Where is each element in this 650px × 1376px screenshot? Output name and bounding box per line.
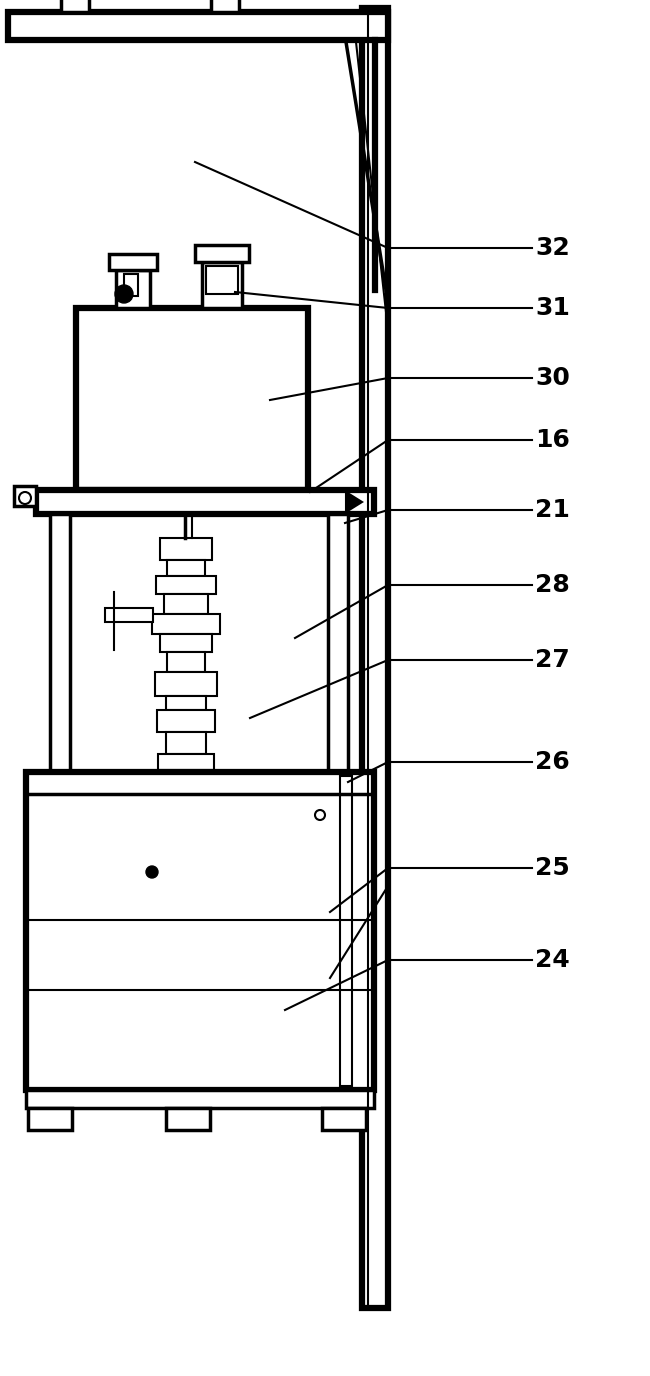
Text: 31: 31 xyxy=(535,296,570,321)
Bar xyxy=(340,776,352,1086)
Bar xyxy=(28,1108,72,1130)
Bar xyxy=(36,490,374,515)
Polygon shape xyxy=(346,493,362,512)
Text: 27: 27 xyxy=(535,648,570,671)
Text: 16: 16 xyxy=(535,428,570,451)
Bar xyxy=(166,1108,210,1130)
Bar xyxy=(76,308,308,490)
Bar xyxy=(167,560,205,577)
Bar xyxy=(322,1108,366,1130)
Bar xyxy=(362,8,388,1309)
Bar xyxy=(152,614,220,634)
Bar xyxy=(211,0,239,12)
Text: 25: 25 xyxy=(535,856,570,881)
Bar xyxy=(158,754,214,771)
Bar xyxy=(14,486,36,506)
Bar xyxy=(160,538,212,560)
Text: 24: 24 xyxy=(535,948,570,971)
Bar xyxy=(156,577,216,594)
Bar xyxy=(167,652,205,671)
Circle shape xyxy=(19,493,31,504)
Bar xyxy=(164,594,208,614)
Bar xyxy=(202,261,242,308)
Text: 32: 32 xyxy=(535,237,570,260)
Bar xyxy=(50,515,70,772)
Bar xyxy=(26,772,374,1090)
Circle shape xyxy=(315,810,325,820)
Text: 21: 21 xyxy=(535,498,570,522)
Bar xyxy=(155,671,217,696)
Text: 28: 28 xyxy=(535,572,570,597)
Bar xyxy=(61,0,89,12)
Circle shape xyxy=(146,866,158,878)
Bar xyxy=(105,608,153,622)
Bar xyxy=(328,515,348,772)
Text: 30: 30 xyxy=(535,366,570,389)
Bar xyxy=(124,274,138,296)
Bar xyxy=(109,255,157,270)
Bar xyxy=(166,696,206,710)
Bar xyxy=(166,732,206,754)
Text: 26: 26 xyxy=(535,750,570,773)
Bar xyxy=(195,245,249,261)
Circle shape xyxy=(115,285,133,303)
Bar xyxy=(157,710,215,732)
Bar xyxy=(160,634,212,652)
Bar xyxy=(26,1090,374,1108)
Bar xyxy=(206,266,238,294)
Bar xyxy=(116,270,150,308)
Bar xyxy=(8,12,388,40)
